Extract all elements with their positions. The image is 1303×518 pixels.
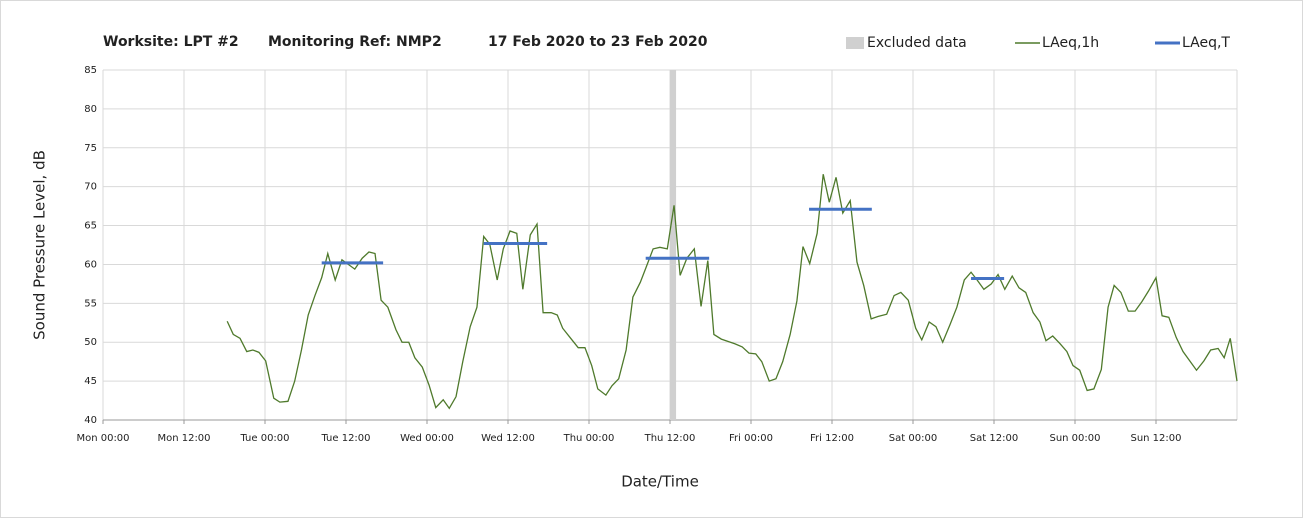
y-tick-label: 85	[84, 65, 97, 76]
x-tick-label: Wed 00:00	[400, 433, 454, 444]
y-tick-label: 75	[84, 143, 97, 154]
series-line	[226, 174, 1238, 410]
chart-title: Monitoring Ref: NMP2	[268, 34, 442, 50]
x-tick-label: Tue 12:00	[320, 433, 370, 444]
x-tick-label: Sat 12:00	[970, 433, 1018, 444]
y-tick-label: 50	[84, 337, 97, 348]
x-tick-label: Tue 00:00	[239, 433, 289, 444]
x-tick-label: Mon 00:00	[76, 433, 129, 444]
x-axis-label: Date/Time	[621, 473, 699, 491]
y-tick-label: 80	[84, 104, 97, 115]
y-axis-label: Sound Pressure Level, dB	[31, 150, 49, 340]
legend-label: Excluded data	[867, 35, 967, 51]
y-tick-label: 40	[84, 415, 97, 426]
y-tick-label: 45	[84, 376, 97, 387]
x-tick-label: Wed 12:00	[481, 433, 535, 444]
chart-title: 17 Feb 2020 to 23 Feb 2020	[488, 34, 708, 50]
x-tick-label: Thu 00:00	[563, 433, 615, 444]
x-tick-label: Sun 00:00	[1049, 433, 1100, 444]
legend-swatch	[846, 37, 864, 49]
y-tick-label: 55	[84, 298, 97, 309]
x-tick-label: Sat 00:00	[889, 433, 937, 444]
chart-title: Worksite: LPT #2	[103, 34, 239, 50]
x-tick-label: Fri 00:00	[729, 433, 773, 444]
excluded-band	[670, 70, 677, 420]
legend-label: LAeq,1h	[1042, 35, 1099, 51]
x-tick-label: Mon 12:00	[157, 433, 210, 444]
x-tick-label: Sun 12:00	[1130, 433, 1181, 444]
legend-label: LAeq,T	[1182, 35, 1230, 51]
y-tick-label: 60	[84, 259, 97, 270]
y-tick-label: 65	[84, 221, 97, 232]
x-tick-label: Fri 12:00	[810, 433, 854, 444]
x-tick-label: Thu 12:00	[644, 433, 696, 444]
y-tick-label: 70	[84, 182, 97, 193]
